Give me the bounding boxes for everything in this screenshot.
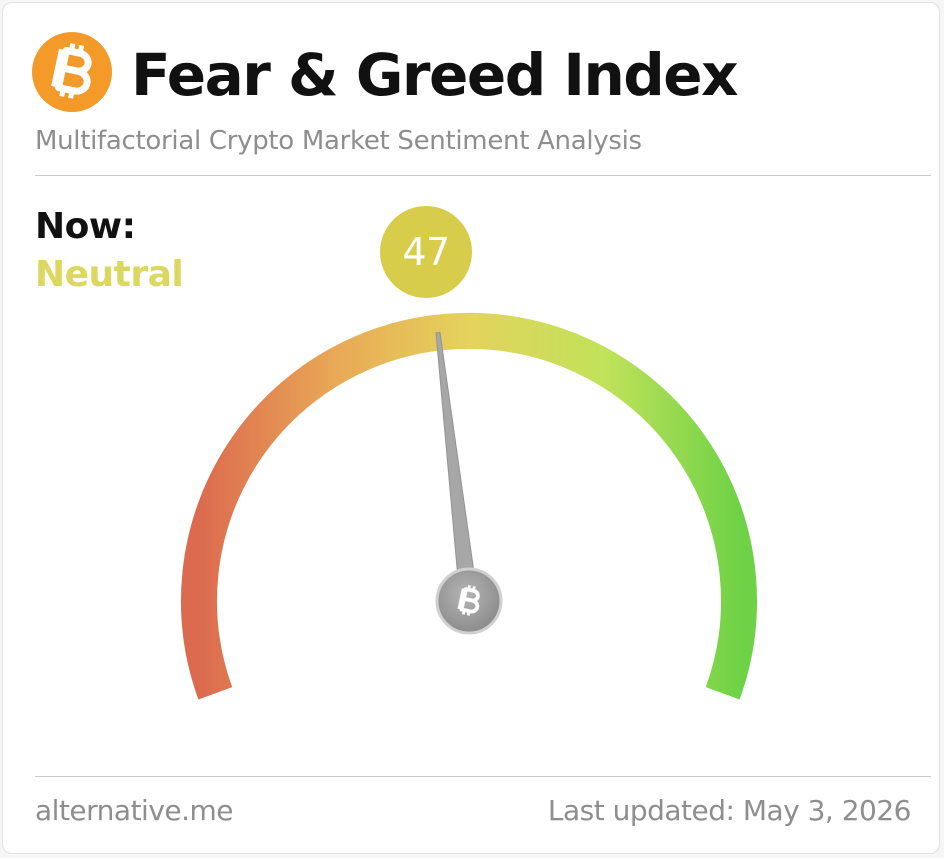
sentiment-classification: Neutral [35, 254, 184, 295]
index-value-badge: 47 [380, 206, 472, 298]
last-updated: Last updated: May 3, 2026 [547, 794, 912, 827]
source-link[interactable]: alternative.me [35, 794, 234, 827]
footer-divider [35, 776, 931, 777]
gauge-needle [435, 332, 479, 603]
now-label: Now: [35, 206, 136, 247]
gauge-arc [181, 312, 757, 700]
sentiment-gauge [181, 312, 757, 700]
gauge-hub-bitcoin-icon [435, 567, 503, 635]
bitcoin-icon [51, 43, 92, 99]
bitcoin-logo-icon [32, 32, 112, 112]
header-divider [35, 175, 931, 176]
page-subtitle: Multifactorial Crypto Market Sentiment A… [35, 126, 642, 156]
page-title: Fear & Greed Index [131, 41, 739, 109]
